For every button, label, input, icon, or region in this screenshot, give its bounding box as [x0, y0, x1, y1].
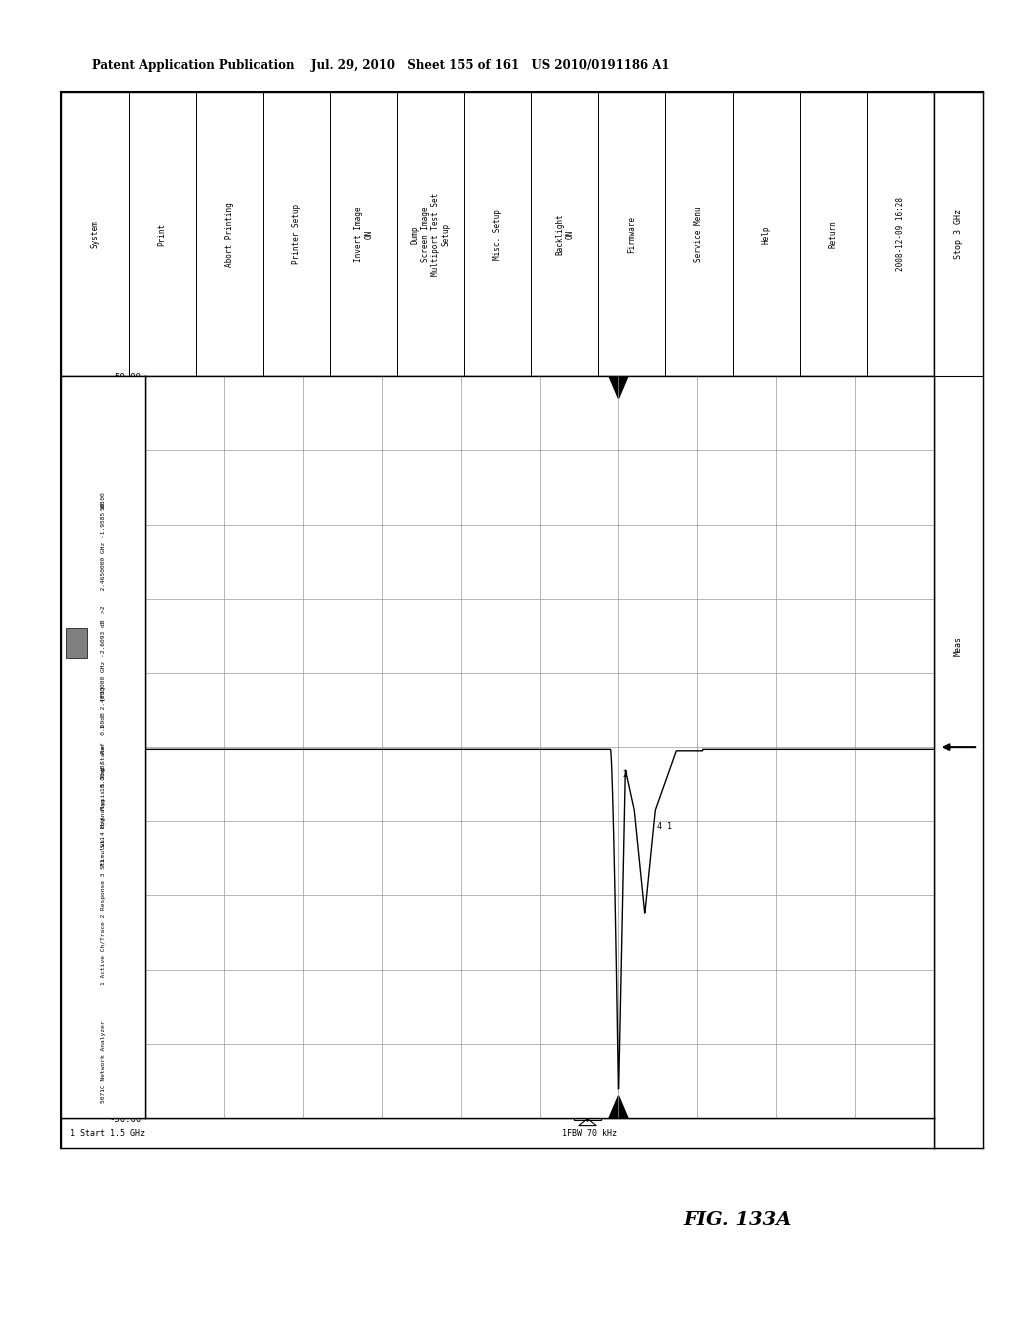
Text: 2008-12-09 16:28: 2008-12-09 16:28 — [896, 197, 905, 272]
Text: Service Menu: Service Menu — [694, 206, 703, 263]
Text: 1    2.4000000 GHz -2.6093 dB: 1 2.4000000 GHz -2.6093 dB — [101, 619, 105, 747]
Text: Firmware: Firmware — [628, 215, 636, 253]
Text: FIG. 133A: FIG. 133A — [683, 1210, 792, 1229]
Bar — [80, 95, 96, 119]
Text: Backlight
ON: Backlight ON — [555, 214, 574, 255]
Text: F1   S11  Log  Mag  10.00dB/  Ref  0.00dB   [F1]: F1 S11 Log Mag 10.00dB/ Ref 0.00dB [F1] — [101, 686, 105, 866]
Text: X: X — [68, 103, 74, 111]
Text: Abort Printing: Abort Printing — [224, 202, 233, 267]
Polygon shape — [609, 376, 628, 399]
Text: Help: Help — [762, 224, 771, 244]
Text: 1 Active Ch/Trace 2 Response 3 Stimulus 4 M/Analysis 5 Ing State: 1 Active Ch/Trace 2 Response 3 Stimulus … — [101, 744, 105, 985]
Text: 5071C Network Analyzer: 5071C Network Analyzer — [101, 1020, 105, 1104]
Polygon shape — [609, 1096, 628, 1118]
Text: Printer Setup: Printer Setup — [292, 205, 301, 264]
Text: 1FBW 70 kHz: 1FBW 70 kHz — [562, 1129, 616, 1138]
Text: >2    2.4650000 GHz -1.9585 dB: >2 2.4650000 GHz -1.9585 dB — [101, 500, 105, 628]
Text: Stop 3 GHz: Stop 3 GHz — [954, 210, 963, 259]
Text: 1 Start 1.5 GHz: 1 Start 1.5 GHz — [71, 1129, 145, 1138]
Text: 4 1: 4 1 — [656, 822, 672, 830]
Bar — [61, 92, 80, 121]
Text: Return: Return — [828, 220, 838, 248]
Text: 2: 2 — [623, 770, 628, 779]
Text: Dump
Screen Image
Multiport Test Set
Setup: Dump Screen Image Multiport Test Set Set… — [411, 193, 451, 276]
Text: Misc. Setup: Misc. Setup — [494, 209, 502, 260]
Text: Patent Application Publication    Jul. 29, 2010   Sheet 155 of 161   US 2010/019: Patent Application Publication Jul. 29, … — [92, 59, 670, 73]
Text: System: System — [90, 220, 99, 248]
Text: Print: Print — [158, 223, 167, 246]
Bar — [99, 95, 115, 119]
Text: Invert Image
ON: Invert Image ON — [353, 206, 373, 263]
Text: 50.00: 50.00 — [101, 491, 105, 510]
Text: Meas: Meas — [954, 636, 963, 656]
Bar — [66, 628, 87, 659]
